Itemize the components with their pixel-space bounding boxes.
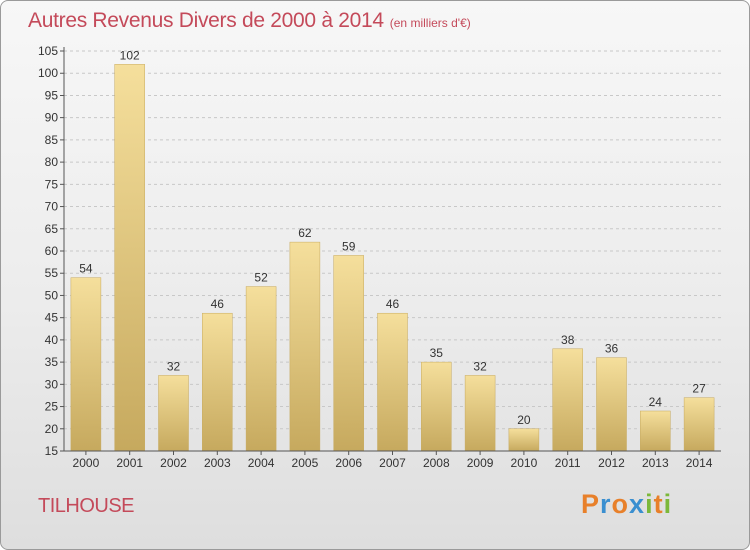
logo-letter: i (645, 489, 654, 519)
data-label: 24 (649, 395, 663, 409)
data-label: 46 (211, 297, 225, 311)
logo-letter: x (629, 489, 646, 519)
y-tick-label: 50 (45, 288, 59, 302)
data-label: 59 (342, 239, 356, 253)
bar (640, 410, 671, 452)
y-tick-label: 65 (45, 222, 59, 236)
axes (60, 47, 721, 455)
y-tick-label: 100 (38, 66, 58, 80)
y-tick-label: 70 (45, 200, 59, 214)
bar (508, 428, 540, 452)
x-tick-label: 2011 (555, 456, 581, 470)
data-label: 62 (298, 226, 312, 240)
x-tick-label: 2004 (248, 456, 275, 470)
logo-letter: P (581, 489, 601, 519)
y-tick-label: 95 (45, 88, 59, 102)
x-tick-label: 2001 (116, 456, 143, 470)
y-tick-label: 80 (45, 155, 59, 169)
data-label: 32 (473, 359, 487, 373)
y-tick-labels: 15 20 25 30 35 40 45 50 55 60 65 70 75 80 85 90 95 100 105 (38, 44, 58, 458)
logo-letter: r (600, 489, 612, 519)
x-tick-label: 2010 (511, 456, 538, 470)
x-tick-label: 2008 (423, 456, 450, 470)
bar (289, 241, 321, 452)
logo-letter: i (663, 489, 673, 519)
bar (245, 286, 277, 452)
data-label: 27 (692, 382, 706, 396)
x-tick-label: 2005 (292, 456, 319, 470)
bars (70, 64, 715, 452)
x-tick-label: 2009 (467, 456, 494, 470)
bar (202, 312, 233, 452)
x-tick-label: 2003 (204, 456, 231, 470)
y-tick-label: 40 (45, 333, 59, 347)
y-tick-label: 90 (45, 111, 59, 125)
data-labels: 54 102 32 46 52 62 59 46 35 32 20 38 36 24 27 (79, 48, 706, 426)
bar (683, 397, 715, 452)
x-tick-label: 2014 (686, 456, 713, 470)
bar (70, 277, 102, 452)
data-label: 52 (254, 271, 268, 285)
data-label: 36 (605, 342, 619, 356)
x-tick-label: 2002 (160, 456, 187, 470)
logo-letter: t (653, 489, 664, 519)
y-tick-label: 45 (45, 311, 59, 325)
chart-unit-note: (en milliers d'€) (389, 16, 471, 30)
logo-letter: o (611, 489, 630, 519)
commune-name: TILHOUSE (38, 495, 135, 517)
data-label: 54 (79, 262, 93, 276)
bar (114, 64, 145, 452)
bar (377, 312, 408, 452)
y-tick-label: 85 (45, 133, 59, 147)
data-label: 46 (386, 297, 400, 311)
x-tick-label: 2012 (598, 456, 625, 470)
bar (552, 348, 583, 452)
y-tick-label: 75 (45, 177, 59, 191)
x-tick-label: 2000 (73, 456, 100, 470)
bar (596, 357, 627, 452)
data-label: 38 (561, 333, 575, 347)
bar (421, 361, 452, 452)
bar (464, 375, 496, 452)
data-label: 20 (517, 413, 531, 427)
y-tick-label: 60 (45, 244, 59, 258)
y-tick-label: 20 (45, 422, 59, 436)
data-label: 32 (167, 359, 181, 373)
x-tick-labels: 2000 2001 2002 2003 2004 2005 2006 2007 2008 2009… (73, 456, 713, 470)
x-tick-label: 2006 (335, 456, 362, 470)
chart-title-text: Autres Revenus Divers de 2000 à 2014 (28, 9, 384, 32)
data-label: 35 (430, 346, 444, 360)
y-tick-label: 55 (45, 266, 59, 280)
y-tick-label: 30 (45, 377, 59, 391)
data-label: 102 (120, 48, 140, 62)
y-tick-label: 15 (45, 444, 59, 458)
y-tick-label: 25 (45, 400, 59, 414)
bar (333, 255, 364, 452)
proxiti-logo: Proxiti (581, 489, 672, 520)
y-tick-label: 35 (45, 355, 59, 369)
x-tick-label: 2007 (379, 456, 406, 470)
x-tick-label: 2013 (642, 456, 669, 470)
bar (158, 375, 189, 452)
y-tick-label: 105 (38, 44, 58, 58)
chart-title: Autres Revenus Divers de 2000 à 2014 (en … (28, 9, 471, 33)
